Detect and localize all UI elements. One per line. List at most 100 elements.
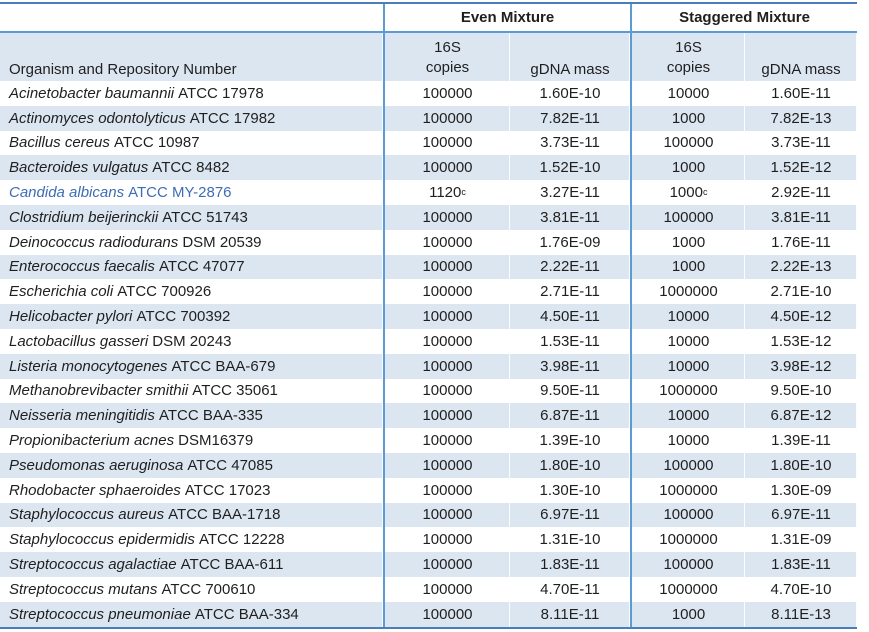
- repository-number: ATCC 10987: [113, 134, 200, 152]
- column-header-even-gdna-mass: gDNA mass: [510, 33, 630, 81]
- repository-number: ATCC MY-2876: [128, 184, 232, 202]
- staggered-gdna-mass-value: 1.76E-11: [771, 233, 831, 251]
- staggered-gdna-mass-cell: 3.81E-11: [745, 205, 857, 230]
- staggered-16s-copies-value: 10000: [667, 432, 710, 450]
- group-header-row: Even Mixture Staggered Mixture: [0, 4, 857, 33]
- even-gdna-mass-value: 2.22E-11: [540, 258, 600, 276]
- even-gdna-mass-cell: 1.30E-10: [510, 478, 630, 503]
- staggered-gdna-mass-value: 6.87E-12: [770, 407, 832, 425]
- table-row: Methanobrevibacter smithii ATCC 35061 10…: [0, 378, 857, 404]
- even-gdna-mass-cell: 8.11E-11: [510, 602, 630, 627]
- table-row: Helicobacter pylori ATCC 700392 100000 4…: [0, 304, 857, 329]
- even-gdna-mass-cell: 6.97E-11: [510, 503, 630, 528]
- table-row: Pseudomonas aeruginosa ATCC 47085 100000…: [0, 452, 857, 478]
- organism-cell: Acinetobacter baumannii ATCC 17978: [0, 81, 383, 106]
- even-16s-copies-cell: 100000: [383, 552, 510, 577]
- even-16s-copies-value: 100000: [422, 407, 473, 425]
- even-gdna-mass-value: 9.50E-11: [540, 382, 600, 400]
- staggered-16s-copies-cell: 1000: [630, 254, 745, 280]
- staggered-gdna-mass-cell: 4.50E-12: [745, 304, 857, 329]
- staggered-16s-label: 16S: [675, 38, 702, 56]
- table-row: Lactobacillus gasseri DSM 20243 100000 1…: [0, 328, 857, 354]
- organism-cell: Streptococcus agalactiae ATCC BAA-611: [0, 552, 383, 577]
- table-row: Streptococcus agalactiae ATCC BAA-611 10…: [0, 552, 857, 577]
- staggered-16s-copies-cell: 1000: [630, 155, 745, 181]
- even-mixture-label: Even Mixture: [460, 9, 555, 26]
- organism-name: Streptococcus mutans: [9, 580, 158, 598]
- organism-name: Propionibacterium acnes: [9, 432, 175, 450]
- staggered-16s-copies-value: 100000: [663, 556, 714, 574]
- even-gdna-mass-cell: 1.76E-09: [510, 230, 630, 255]
- staggered-16s-copies-cell: 10000: [630, 328, 745, 354]
- even-gdna-mass-value: 2.71E-11: [540, 283, 600, 301]
- organism-name: Staphylococcus aureus: [9, 506, 165, 524]
- organism-cell: Staphylococcus epidermidis ATCC 12228: [0, 527, 383, 552]
- organism-name: Candida albicans: [9, 184, 125, 202]
- even-16s-copies-value: 100000: [422, 531, 473, 549]
- staggered-16s-copies-cell: 10000: [630, 403, 745, 429]
- staggered-gdna-mass-cell: 3.98E-12: [745, 354, 857, 379]
- organism-name: Clostridium beijerinckii: [9, 208, 159, 226]
- even-16s-copies-cell: 100000: [383, 155, 510, 181]
- staggered-16s-copies-cell: 100000: [630, 204, 745, 230]
- staggered-16s-copies-value: 1000000: [659, 382, 718, 400]
- even-16s-copies-value: 100000: [422, 332, 473, 350]
- even-gdna-mass-value: 3.81E-11: [540, 208, 600, 226]
- repository-number: ATCC 17982: [189, 109, 276, 127]
- table-row: Candida albicans ATCC MY-2876 1120 c 3.27…: [0, 180, 857, 205]
- staggered-16s-copies-value: 1000: [671, 233, 706, 251]
- staggered-gdna-mass-cell: 1.83E-11: [745, 552, 857, 577]
- even-gdna-mass-cell: 1.53E-11: [510, 329, 630, 354]
- staggered-gdna-mass-value: 6.97E-11: [771, 506, 831, 524]
- table-row: Actinomyces odontolyticus ATCC 17982 100…: [0, 105, 857, 131]
- even-16s-copies-value: 100000: [422, 283, 473, 301]
- table-row: Rhodobacter sphaeroides ATCC 17023 10000…: [0, 477, 857, 503]
- even-16s-copies-value: 100000: [422, 208, 473, 226]
- even-16s-copies-cell: 100000: [383, 378, 510, 404]
- organism-cell: Streptococcus pneumoniae ATCC BAA-334: [0, 602, 383, 627]
- staggered-16s-copies-value: 1000: [671, 159, 706, 177]
- organism-name: Rhodobacter sphaeroides: [9, 481, 181, 499]
- even-16s-copies-value: 100000: [422, 308, 473, 326]
- even-16s-copies-cell: 100000: [383, 328, 510, 354]
- even-16s-copies-value: 1120: [429, 184, 462, 202]
- staggered-gdna-mass-value: 4.50E-12: [770, 308, 832, 326]
- even-gdna-mass-label: gDNA mass: [530, 61, 610, 78]
- staggered-16s-copies-cell: 10000: [630, 428, 745, 453]
- table-row: Propionibacterium acnes DSM16379 100000 …: [0, 428, 857, 453]
- organism-cell: Rhodobacter sphaeroides ATCC 17023: [0, 478, 383, 503]
- staggered-gdna-mass-cell: 1.80E-10: [745, 453, 857, 478]
- staggered-gdna-mass-cell: 6.87E-12: [745, 403, 857, 428]
- table-row: Staphylococcus epidermidis ATCC 12228 10…: [0, 527, 857, 553]
- even-gdna-mass-cell: 1.31E-10: [510, 527, 630, 552]
- even-16s-copies-cell: 100000: [383, 304, 510, 329]
- even-gdna-mass-cell: 3.98E-11: [510, 354, 630, 379]
- even-16s-label: 16S: [434, 38, 461, 56]
- even-gdna-mass-value: 1.39E-10: [539, 432, 601, 450]
- even-16s-copies-cell: 100000: [383, 527, 510, 553]
- even-gdna-mass-cell: 6.87E-11: [510, 403, 630, 428]
- staggered-gdna-mass-value: 7.82E-13: [770, 109, 832, 127]
- organism-name: Staphylococcus epidermidis: [9, 531, 195, 549]
- organism-name: Bacteroides vulgatus: [9, 159, 149, 177]
- staggered-gdna-mass-value: 2.22E-13: [770, 258, 832, 276]
- staggered-16s-copies-value: 10000: [667, 332, 710, 350]
- even-gdna-mass-value: 4.70E-11: [540, 580, 600, 598]
- organism-name: Helicobacter pylori: [9, 308, 133, 326]
- staggered-gdna-mass-cell: 1.53E-12: [745, 329, 857, 354]
- table-row: Acinetobacter baumannii ATCC 17978 10000…: [0, 81, 857, 106]
- table-row: Staphylococcus aureus ATCC BAA-1718 1000…: [0, 502, 857, 528]
- repository-number: ATCC 17023: [184, 481, 271, 499]
- even-gdna-mass-value: 1.53E-11: [540, 332, 600, 350]
- staggered-16s-copies-cell: 1000000: [630, 279, 745, 305]
- organism-cell: Bacillus cereus ATCC 10987: [0, 131, 383, 156]
- table-row: Bacillus cereus ATCC 10987 100000 3.73E-…: [0, 130, 857, 156]
- organism-name: Acinetobacter baumannii: [9, 84, 175, 102]
- even-16s-copies-cell: 100000: [383, 130, 510, 156]
- even-16s-copies-cell: 100000: [383, 452, 510, 478]
- column-header-staggered-gdna-mass: gDNA mass: [745, 33, 857, 81]
- staggered-gdna-mass-label: gDNA mass: [761, 61, 841, 78]
- organism-name: Bacillus cereus: [9, 134, 110, 152]
- even-16s-copies-cell: 100000: [383, 477, 510, 503]
- repository-number: ATCC BAA-679: [171, 357, 276, 375]
